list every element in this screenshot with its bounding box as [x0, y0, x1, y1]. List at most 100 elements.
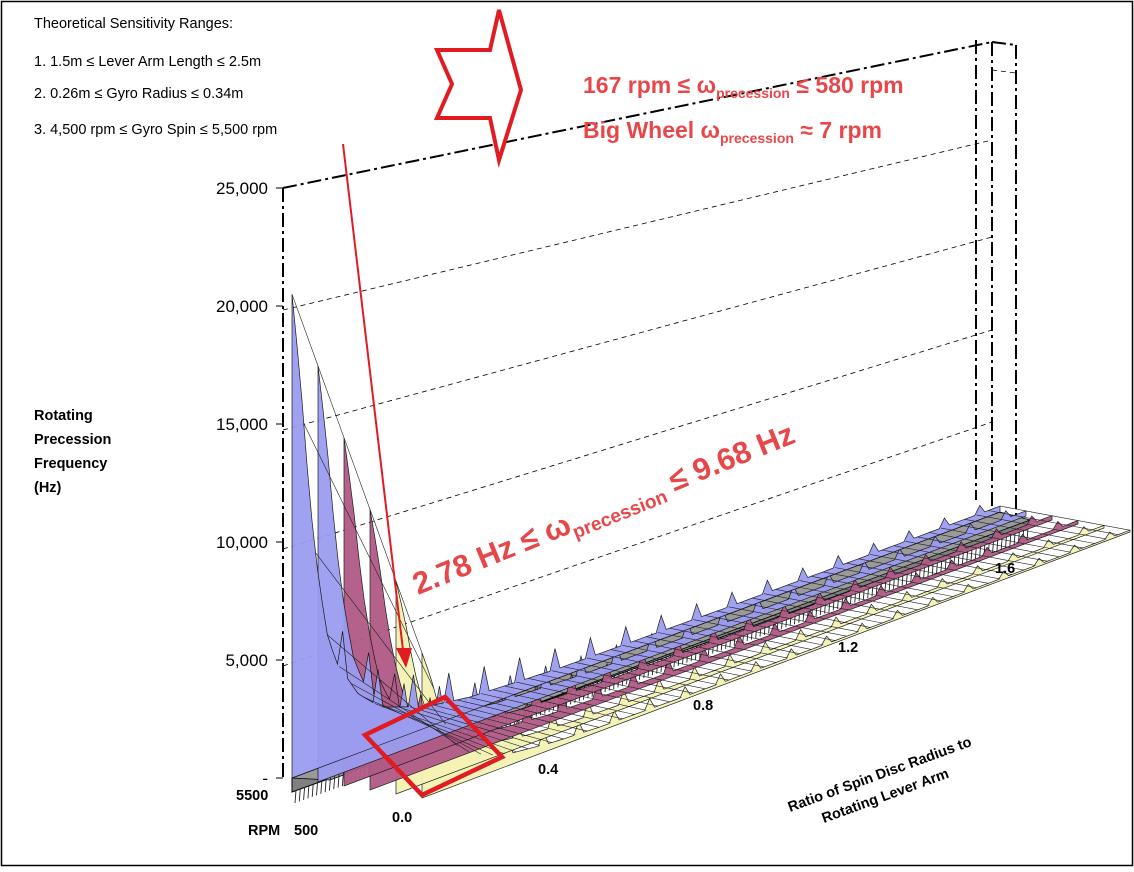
surface-mesh-line: [622, 645, 753, 672]
surface-mesh-line: [976, 514, 1107, 540]
surface-mesh-line: [940, 527, 1072, 553]
annotation-precession-hz: 2.78 Hz ≤ ωprecession ≤ 9.68 Hz: [408, 416, 802, 606]
surface-mesh-line: [598, 653, 729, 681]
surface-mesh-line: [858, 558, 989, 584]
surface-mesh-line: [504, 685, 635, 715]
surface-mesh-line: [763, 593, 895, 619]
x-tick-label-3: 1.2: [838, 640, 858, 656]
surface-plot: [291, 294, 1131, 799]
floor-hatch-mark: [320, 780, 323, 794]
gridline-20000: [282, 139, 993, 311]
gridline-15000: [282, 236, 993, 431]
highlight-box: [361, 694, 506, 798]
surface-mesh-line: [905, 541, 1036, 566]
surface-mesh-line: [362, 696, 493, 756]
z-axis-title-line-4: (Hz): [34, 480, 62, 496]
notes-heading: Theoretical Sensitivity Ranges:: [34, 16, 233, 32]
surface-mesh-line: [374, 703, 505, 755]
z-axis-title-line-2: Precession: [34, 432, 111, 448]
floor-hatch-mark: [337, 774, 340, 788]
floor-hatch-mark: [333, 776, 336, 790]
surface-mesh-line: [563, 666, 694, 694]
notes-item-3: 3. 4,500 rpm ≤ Gyro Spin ≤ 5,500 rpm: [34, 122, 277, 138]
surface-mesh-line: [846, 562, 977, 588]
surface-mesh-line: [693, 619, 824, 646]
surface-mesh-line: [303, 423, 435, 689]
surface-mesh-line: [492, 689, 623, 720]
surface-mesh-line: [775, 589, 906, 615]
surface-mesh-line: [539, 674, 670, 703]
floor-hatch-mark: [294, 789, 297, 804]
pointer-arrow: [342, 143, 412, 668]
surface-mesh-line: [917, 536, 1048, 562]
floor-hatch-mark: [311, 783, 314, 797]
surface-mesh-line: [752, 597, 883, 624]
floor-hatch-mark: [307, 785, 310, 799]
x-tick-label-1: 0.4: [538, 762, 558, 778]
surface-mesh-line: [645, 636, 777, 663]
z-axis-title-line-1: Rotating: [34, 408, 93, 424]
gridline-5000: [282, 421, 993, 667]
surface-mesh-line: [339, 666, 470, 753]
pointer-arrow-shaft: [342, 143, 404, 651]
surface-ridge: [421, 529, 1131, 799]
y-tick-label-500: 500: [294, 823, 318, 839]
floor-hatch-mark: [316, 782, 318, 796]
z-tick-label: 15,000: [216, 415, 268, 434]
z-tick-label: 10,000: [216, 533, 268, 552]
surface-mesh-line: [799, 580, 930, 606]
surface-mesh-line: [952, 523, 1083, 549]
annotation-precession-rpm: 167 rpm ≤ ωprecession ≤ 580 rpm: [583, 72, 904, 101]
surface-mesh-line: [480, 693, 611, 724]
x-tick-label-2: 0.8: [693, 698, 713, 714]
z-tick-label: 20,000: [216, 297, 268, 316]
floor-hatch-mark: [298, 788, 301, 802]
surface-mesh-line: [551, 670, 682, 698]
x-axis-title: Ratio of Spin Disc Radius to Rotating Le…: [786, 734, 974, 827]
z-tick-label: 5,000: [225, 651, 268, 670]
surface-mesh-line: [291, 294, 423, 654]
surface-ridge: [291, 294, 1001, 779]
floor-hatch-mark: [1013, 532, 1016, 546]
y-tick-label-5500: 5500: [236, 788, 268, 804]
floor-hatch-mark: [303, 786, 306, 800]
z-axis: - 5,000 10,000 15,000 20,000 25,000: [216, 179, 283, 788]
z-tick-label: 25,000: [216, 179, 268, 198]
surface-mesh-line: [716, 610, 847, 637]
surface-mesh-line: [350, 683, 482, 755]
surface-mesh-line: [634, 640, 765, 668]
surface-mesh-line: [964, 519, 1095, 544]
surface-mesh-line: [787, 584, 918, 611]
surface-mesh-line: [999, 505, 1131, 531]
surface-mesh-line: [586, 657, 718, 685]
z-axis-title: Rotating Precession Frequency (Hz): [34, 408, 111, 496]
z-gridlines: [282, 69, 1017, 667]
annotation-big-wheel: Big Wheel ωprecession ≈ 7 rpm: [583, 117, 882, 146]
surface-mesh-line: [929, 532, 1060, 558]
surface-mesh-line: [881, 549, 1013, 575]
surface-mesh-line: [445, 702, 576, 736]
surface-mesh-line: [822, 571, 954, 597]
surface-mesh-line: [728, 606, 859, 633]
plot-box: [282, 40, 1017, 778]
surface-mesh-line: [657, 632, 788, 659]
z-tick-label: -: [262, 769, 268, 788]
box-top-right-edge: [991, 41, 1017, 46]
x-tick-label-4: 1.6: [995, 561, 1015, 577]
sensitivity-notes: Theoretical Sensitivity Ranges: 1. 1.5m …: [34, 16, 277, 138]
floor-hatch-mark: [324, 779, 327, 793]
surface-mesh-line: [870, 554, 1001, 580]
surface-mesh-line: [457, 699, 588, 732]
pointer-arrow-head-icon: [396, 648, 412, 668]
floor-hatch-mark: [328, 777, 331, 791]
surface-mesh-line: [681, 623, 812, 650]
surface-mesh-line: [315, 552, 446, 725]
surface-mesh-line: [704, 615, 836, 641]
x-tick-label-0: 0.0: [392, 810, 412, 826]
floor-hatch-mark: [1009, 534, 1012, 548]
surface-mesh-line: [988, 510, 1119, 535]
surface-mesh-line: [740, 602, 871, 628]
